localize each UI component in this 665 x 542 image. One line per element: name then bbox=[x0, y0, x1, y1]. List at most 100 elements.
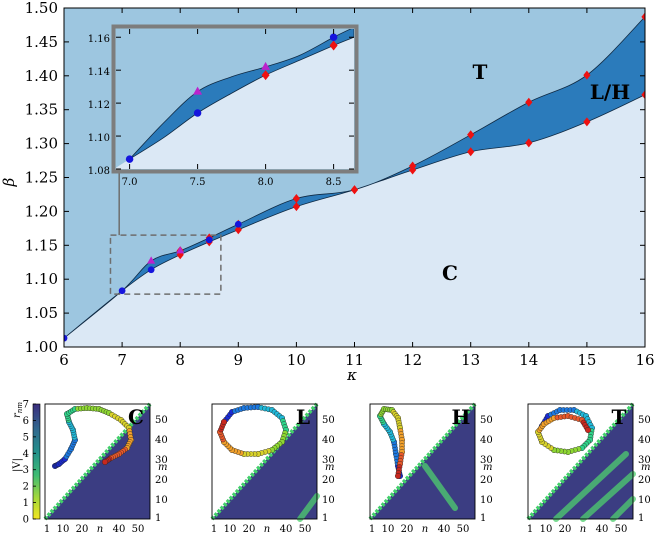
panel-y-tick-label: 20 bbox=[480, 475, 493, 486]
inset-plot: 7.0 7.5 8.0 8.5 1.08 1.10 1.12 1.14 1.16 bbox=[88, 24, 359, 188]
panel-x-label: n bbox=[422, 524, 428, 535]
panel-x-tick-label: 1 bbox=[527, 524, 533, 535]
colorbar-tick-label: 6 bbox=[23, 416, 29, 427]
x-tick-label: 12 bbox=[403, 351, 422, 369]
y-axis-label: β bbox=[0, 177, 18, 187]
y-tick-label: 1.40 bbox=[25, 67, 58, 85]
y-tick-label: 1.05 bbox=[25, 304, 58, 322]
panel-x-tick-label: 20 bbox=[401, 524, 414, 535]
panel-x-tick-label: 10 bbox=[57, 524, 70, 535]
panel-L: L 1 10 20 40 50 n 1 10 20 30 40 50 m bbox=[210, 402, 335, 535]
region-label-C: C bbox=[442, 261, 458, 285]
y-tick-label: 1.10 bbox=[25, 270, 58, 288]
red-diamonds-point bbox=[641, 12, 645, 22]
polymer-bead bbox=[101, 459, 108, 466]
y-tick-label: 1.08 bbox=[88, 166, 110, 177]
inset-frame bbox=[111, 24, 359, 174]
panel-y-tick-label: 1 bbox=[155, 513, 161, 524]
panel-y-tick-label: 10 bbox=[480, 495, 493, 506]
red-diamonds-point bbox=[467, 147, 475, 157]
panel-x-tick-label: 20 bbox=[76, 524, 89, 535]
y-tick-label: 1.20 bbox=[25, 202, 58, 220]
panel-label: T bbox=[612, 405, 627, 429]
panel-y-tick-label: 10 bbox=[638, 495, 651, 506]
y-tick-label: 1.00 bbox=[25, 338, 58, 356]
magenta-triangles-point bbox=[176, 246, 185, 254]
contact-ribbon bbox=[580, 471, 636, 522]
inset-x-axis: 7.0 7.5 8.0 8.5 bbox=[122, 29, 342, 188]
panel-y-tick-label: 20 bbox=[638, 475, 651, 486]
panel-y-tick-label: 1 bbox=[638, 513, 644, 524]
y-tick-label: 1.14 bbox=[88, 67, 110, 78]
panel-y-label: m bbox=[158, 462, 167, 473]
blue-circles-point bbox=[64, 334, 68, 342]
region-C bbox=[64, 94, 645, 347]
panel-frame bbox=[44, 403, 151, 520]
red-diamonds-point bbox=[467, 130, 475, 140]
x-tick-label: 9 bbox=[234, 351, 244, 369]
contact-map-diagonal bbox=[368, 402, 477, 521]
panel-y-tick-label: 20 bbox=[155, 475, 168, 486]
panel-H: H 1 10 20 40 50 n 1 10 20 30 40 50 m bbox=[368, 402, 493, 535]
colorbar-top-label: |V| bbox=[12, 458, 23, 472]
colorbar-label-main: rnm bbox=[12, 402, 24, 418]
colorbar-gradient bbox=[32, 403, 41, 520]
colorbar-tick-label: 0 bbox=[23, 515, 29, 526]
x-tick-label: 7 bbox=[117, 351, 127, 369]
panel-x-tick-label: 1 bbox=[211, 524, 217, 535]
panel-y-tick-label: 30 bbox=[638, 455, 651, 466]
contact-ribbon bbox=[553, 451, 629, 522]
colorbar-tick-label: 5 bbox=[23, 432, 29, 443]
panel-x-tick-label: 1 bbox=[44, 524, 50, 535]
panel-x-tick-label: 1 bbox=[369, 524, 375, 535]
y-tick-label: 1.45 bbox=[25, 33, 58, 51]
contact-ribbon bbox=[422, 463, 458, 511]
magenta-triangles-point bbox=[261, 61, 271, 70]
panel-x-tick-label: 40 bbox=[280, 524, 293, 535]
red-diamonds-point bbox=[292, 194, 300, 204]
panel-T: T 1 10 20 40 50 n 1 10 20 30 40 50 m bbox=[526, 402, 651, 535]
panel-x-tick-label: 20 bbox=[559, 524, 572, 535]
panel-x-tick-label: 50 bbox=[457, 524, 470, 535]
main-x-axis: 6 7 8 9 10 11 12 13 14 15 16 bbox=[59, 8, 655, 369]
red-diamonds-point bbox=[525, 97, 533, 107]
panel-frame bbox=[211, 403, 318, 520]
blue-circles-point bbox=[193, 109, 202, 117]
x-tick-label: 7.5 bbox=[190, 177, 206, 188]
blue-circles-point bbox=[205, 236, 213, 244]
contact-ribbon bbox=[297, 493, 320, 522]
panel-x-tick-label: 20 bbox=[243, 524, 256, 535]
red-diamonds-point bbox=[583, 70, 591, 80]
panel-y-tick-label: 40 bbox=[322, 435, 335, 446]
panel-x-tick-label: 10 bbox=[382, 524, 395, 535]
panel-y-label: m bbox=[325, 462, 334, 473]
panel-x-label: n bbox=[580, 524, 586, 535]
blue-circles-point bbox=[147, 266, 155, 274]
x-tick-label: 11 bbox=[345, 351, 364, 369]
colorbar-tick-label: 2 bbox=[23, 482, 29, 493]
panel-y-tick-label: 1 bbox=[480, 513, 486, 524]
blue-circles-point bbox=[125, 155, 134, 163]
contact-map-diagonal bbox=[526, 402, 635, 521]
red-diamonds-point bbox=[234, 225, 242, 235]
panel-y-tick-label: 10 bbox=[155, 495, 168, 506]
red-diamonds-point bbox=[525, 138, 533, 148]
colorbar-tick-label: 4 bbox=[23, 449, 29, 460]
panel-y-tick-label: 50 bbox=[480, 415, 493, 426]
x-axis-label: κ bbox=[346, 366, 357, 384]
panel-frame bbox=[369, 403, 476, 520]
blue-circles-point bbox=[329, 33, 338, 41]
red-diamonds-point bbox=[641, 90, 645, 100]
x-tick-label: 10 bbox=[287, 351, 306, 369]
contact-map-panels: C 1 10 20 40 50 n 1 10 20 30 40 50 m L 1 10 20 40 50 n 1 10 20 3… bbox=[43, 402, 651, 535]
panel-y-tick-label: 40 bbox=[480, 435, 493, 446]
red-diamonds-point bbox=[329, 40, 338, 51]
y-tick-label: 1.10 bbox=[88, 133, 110, 144]
zoom-box bbox=[109, 234, 222, 295]
panel-y-tick-label: 50 bbox=[322, 415, 335, 426]
colorbar: 0 1 2 3 4 5 6 7 rnm |V| bbox=[12, 400, 41, 526]
colorbar-tick-label: 3 bbox=[23, 465, 29, 476]
colorbar-tick-label: 1 bbox=[23, 498, 29, 509]
panel-x-tick-label: 10 bbox=[224, 524, 237, 535]
